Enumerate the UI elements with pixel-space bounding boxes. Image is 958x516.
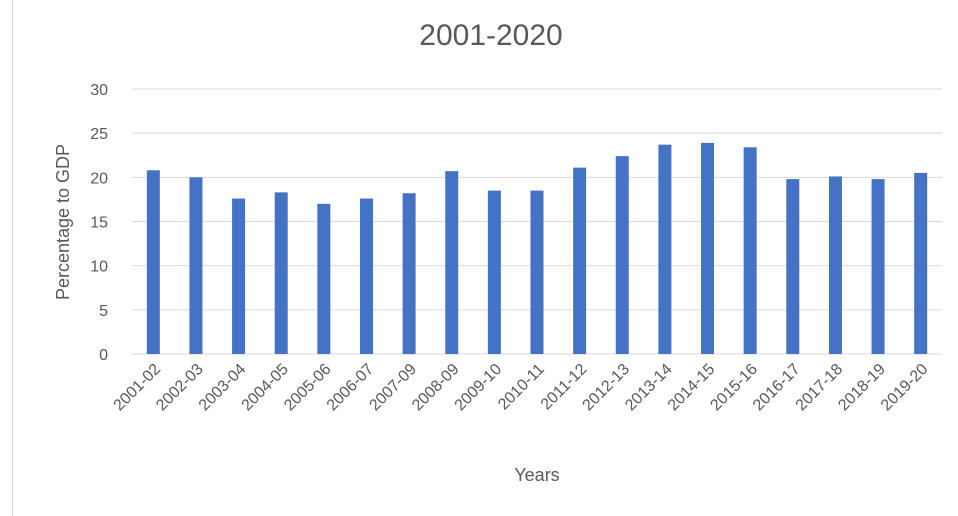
y-tick-label: 10: [90, 259, 108, 276]
y-tick-label: 20: [90, 170, 108, 187]
bar-2008-09: [445, 171, 459, 354]
y-tick-label: 25: [90, 126, 108, 143]
bar-2011-12: [573, 167, 587, 354]
bar-2007-09: [402, 193, 416, 354]
bar-2006-07: [359, 198, 373, 354]
x-tick-label: 2009-10: [452, 361, 506, 415]
y-tick-labels: 0 5 10 15 20 25 30: [90, 82, 108, 364]
bars: [146, 142, 928, 354]
bar-2018-19: [871, 179, 885, 354]
x-axis-label: Years: [514, 465, 559, 485]
bar-2001-02: [146, 170, 160, 354]
frame-border: [12, 0, 13, 516]
bar-2003-04: [232, 198, 246, 354]
chart-title: 2001-2020: [419, 19, 562, 52]
x-tick-label: 2019-20: [878, 361, 932, 415]
bar-2019-20: [914, 172, 928, 354]
bar-2017-18: [828, 176, 842, 354]
bar-2012-13: [615, 156, 629, 354]
bar-2013-14: [658, 144, 672, 354]
bar-2014-15: [701, 142, 715, 354]
y-tick-label: 15: [90, 215, 108, 232]
y-tick-label: 5: [99, 303, 108, 320]
x-tick-label: 2010-11: [495, 361, 548, 414]
bar-2016-17: [786, 179, 800, 354]
y-tick-label: 0: [99, 347, 108, 364]
bar-2015-16: [743, 147, 757, 354]
bar-2010-11: [530, 190, 544, 354]
bar-2002-03: [189, 177, 203, 354]
bar-2004-05: [274, 192, 288, 354]
gridlines: [132, 88, 942, 355]
y-tick-label: 30: [90, 82, 108, 99]
y-axis-label: Percentage to GDP: [53, 144, 73, 300]
bar-2005-06: [317, 203, 331, 354]
bar-2009-10: [487, 190, 501, 354]
x-tick-labels: 2001-022002-032003-042004-052005-062006-…: [111, 361, 932, 415]
